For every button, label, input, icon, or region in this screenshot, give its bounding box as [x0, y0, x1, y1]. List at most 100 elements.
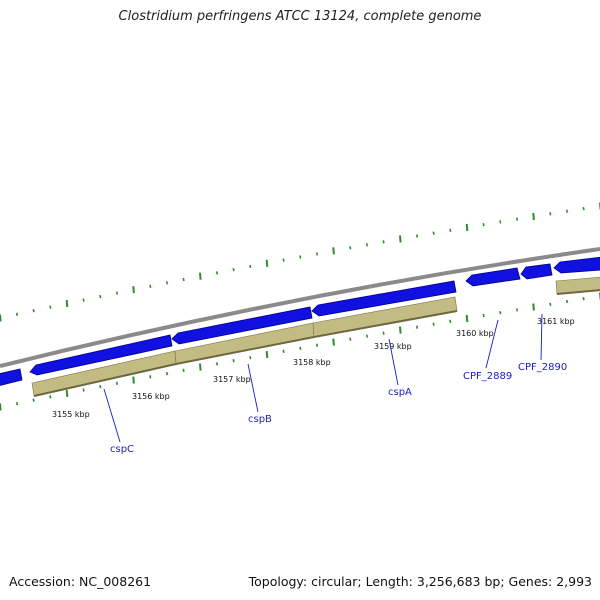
tick-mark: [382, 331, 385, 335]
tick-mark: [182, 368, 185, 372]
tick-mark: [332, 338, 335, 346]
tick-mark: [165, 281, 169, 285]
gene-label-cpf-2890: CPF_2890: [518, 362, 567, 373]
genome-summary: Topology: circular; Length: 3,256,683 bp…: [248, 574, 592, 589]
gene-label-cspc: cspC: [110, 444, 134, 455]
tick-mark: [565, 209, 569, 213]
tick-mark: [399, 326, 402, 334]
tick-mark: [149, 375, 152, 379]
tick-mark: [99, 385, 102, 389]
tick-mark: [49, 395, 52, 399]
tick-mark: [365, 334, 369, 338]
tick-mark: [565, 299, 569, 304]
upper-tick-row: [0, 202, 600, 322]
ruler-labels: 3155 kbp 3156 kbp 3157 kbp 3158 kbp 3159…: [52, 317, 575, 419]
tick-mark: [349, 337, 352, 341]
tick-mark: [0, 403, 2, 411]
cds-arrow: [171, 306, 313, 345]
tick-mark: [132, 286, 135, 294]
tick-mark: [482, 222, 485, 227]
ruler-label: 3160 kbp: [456, 329, 494, 338]
lower-tick-row: [0, 292, 600, 411]
cds-arrow: [465, 267, 521, 287]
tick-mark: [99, 294, 102, 299]
ruler-label: 3156 kbp: [132, 392, 170, 401]
tick-mark: [382, 240, 385, 244]
tick-mark: [549, 302, 552, 306]
tick-mark: [65, 300, 69, 308]
feature-bar: [555, 276, 600, 295]
cds-arrow: [0, 368, 23, 386]
cds-track: [0, 256, 600, 386]
tick-mark: [449, 228, 452, 232]
tick-mark: [432, 231, 435, 235]
tick-mark: [482, 313, 485, 318]
tick-mark: [515, 217, 519, 221]
genome-backbone: [0, 247, 600, 368]
tick-mark: [299, 346, 302, 350]
tick-mark: [82, 388, 85, 392]
tick-mark: [249, 355, 252, 360]
tick-mark: [265, 350, 269, 359]
tick-mark: [249, 264, 252, 269]
tick-mark: [465, 314, 469, 322]
gene-labels: cspC cspB cspA CPF_2889 CPF_2890: [110, 362, 567, 455]
tick-mark: [65, 389, 69, 397]
tick-mark: [415, 325, 419, 329]
tick-mark: [199, 363, 202, 371]
ruler-label: 3159 kbp: [374, 342, 412, 351]
tick-mark: [349, 246, 352, 250]
tick-mark: [332, 247, 335, 255]
tick-mark: [499, 220, 502, 224]
tick-mark: [149, 284, 152, 288]
tick-mark: [115, 291, 119, 295]
gene-leader-lines: [103, 313, 543, 443]
tick-mark: [82, 298, 85, 302]
tick-mark: [532, 303, 535, 311]
tick-mark: [232, 359, 235, 363]
gene-label-cpf-2889: CPF_2889: [463, 371, 512, 382]
tick-mark: [115, 381, 119, 386]
tick-mark: [199, 272, 202, 280]
tick-mark: [232, 268, 235, 272]
tick-mark: [549, 212, 552, 216]
ruler-label: 3158 kbp: [293, 358, 331, 367]
tick-mark: [15, 401, 19, 406]
tick-mark: [515, 308, 519, 312]
tick-mark: [132, 376, 135, 384]
cds-arrow: [520, 263, 553, 280]
tick-mark: [415, 234, 419, 238]
tick-mark: [299, 255, 302, 259]
tick-mark: [15, 312, 19, 316]
gene-label-cspb: cspB: [248, 414, 272, 425]
tick-mark: [582, 297, 585, 301]
tick-mark: [0, 314, 2, 322]
cds-arrow: [29, 334, 173, 376]
tick-mark: [165, 371, 169, 376]
cds-arrow: [553, 256, 600, 274]
ruler-label: 3155 kbp: [52, 410, 90, 419]
tick-mark: [282, 258, 285, 262]
tick-mark: [182, 277, 185, 282]
tick-mark: [315, 252, 319, 256]
accession-text: Accession: NC_008261: [9, 574, 152, 589]
tick-mark: [32, 398, 35, 402]
tick-mark: [465, 223, 469, 231]
tick-mark: [215, 362, 219, 366]
tick-mark: [32, 309, 35, 313]
tick-mark: [265, 259, 269, 267]
tick-mark: [282, 349, 285, 353]
tick-mark: [432, 322, 435, 326]
tick-mark: [49, 305, 52, 309]
tick-mark: [215, 271, 219, 275]
ruler-label: 3157 kbp: [213, 375, 251, 384]
tick-mark: [449, 319, 452, 323]
tick-mark: [315, 343, 319, 347]
map-title: Clostridium perfringens ATCC 13124, comp…: [118, 9, 482, 24]
ruler-label: 3161 kbp: [537, 317, 575, 326]
tick-mark: [365, 243, 369, 247]
gene-label-cspa: cspA: [388, 387, 412, 398]
cds-arrow: [311, 280, 457, 317]
tick-mark: [499, 311, 502, 315]
